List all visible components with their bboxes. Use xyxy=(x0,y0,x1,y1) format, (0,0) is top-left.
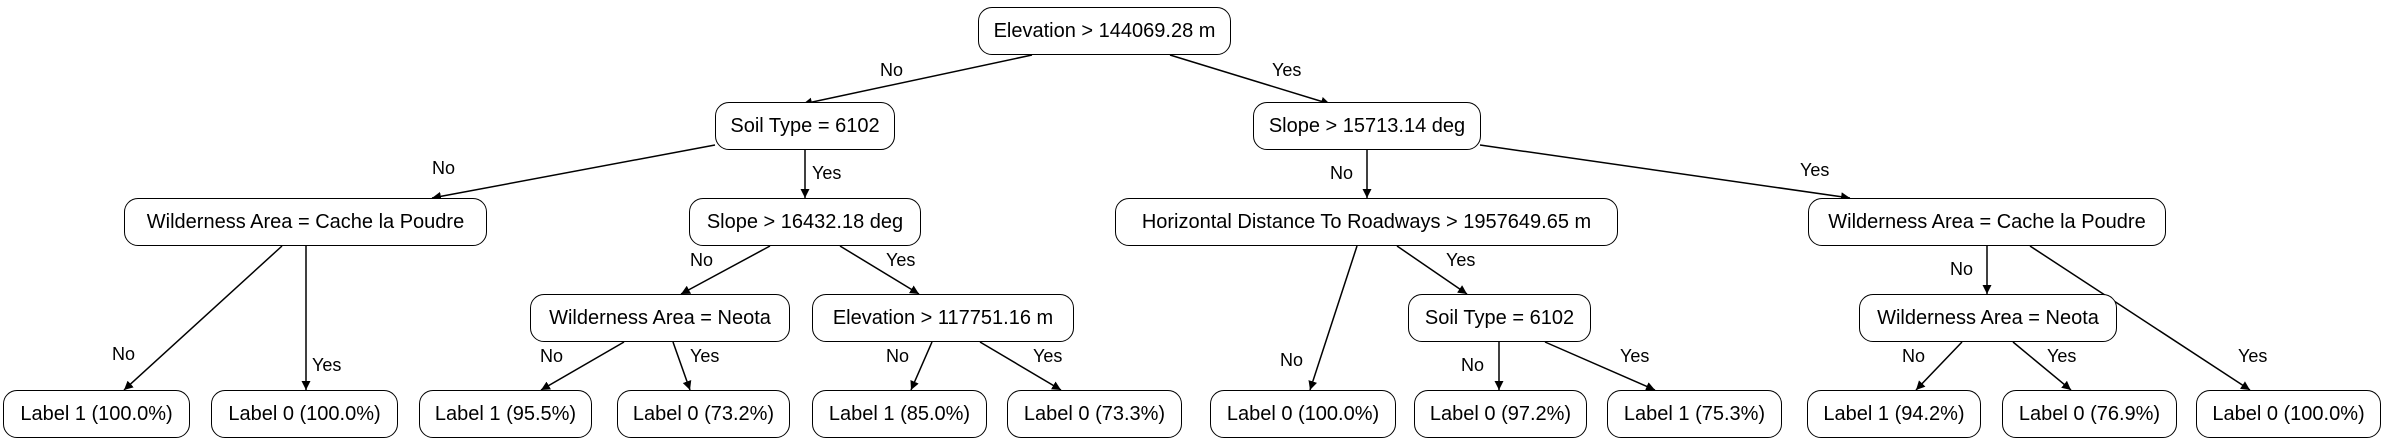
decision-node-root: Elevation > 144069.28 m xyxy=(978,7,1231,55)
edge-label-n5-no: No xyxy=(1280,350,1304,370)
edge-n8-l5 xyxy=(910,341,933,391)
edge-label-n10-no: No xyxy=(1902,346,1926,366)
decision-node-slope: Slope > 16432.18 deg xyxy=(689,198,921,246)
leaf-node: Label 0 (73.2%) xyxy=(617,390,790,438)
leaf-node: Label 0 (100.0%) xyxy=(1210,390,1396,438)
edge-n5-l7 xyxy=(1308,245,1358,391)
edge-n5-n9 xyxy=(1396,245,1468,295)
edge-n3-l1 xyxy=(123,245,283,391)
edge-n9-l9 xyxy=(1544,341,1656,391)
edge-n6-l12 xyxy=(2029,245,2251,391)
decision-node-wilderness-neota: Wilderness Area = Neota xyxy=(530,294,790,342)
edge-label-n4-no: No xyxy=(690,250,714,270)
edge-n7-l4 xyxy=(672,341,692,391)
decision-node-wilderness-area: Wilderness Area = Cache la Poudre xyxy=(1808,198,2166,246)
leaf-node: Label 1 (75.3%) xyxy=(1607,390,1782,438)
edge-label-n2-yes: Yes xyxy=(1800,160,1830,180)
decision-node-soil-type: Soil Type = 6102 xyxy=(715,102,895,150)
edge-n10-l10 xyxy=(1915,341,1963,391)
leaf-node: Label 1 (95.5%) xyxy=(419,390,592,438)
decision-node-soil-type: Soil Type = 6102 xyxy=(1408,294,1591,342)
edge-label-n7-no: No xyxy=(540,346,564,366)
decision-node-slope: Slope > 15713.14 deg xyxy=(1253,102,1481,150)
leaf-node: Label 0 (100.0%) xyxy=(2196,390,2381,438)
edge-n1-n3 xyxy=(431,144,716,201)
edge-n8-l6 xyxy=(979,341,1062,391)
edge-n4-n8 xyxy=(839,245,920,295)
leaf-node: Label 0 (76.9%) xyxy=(2002,390,2177,438)
edge-label-n6-yes: Yes xyxy=(2238,346,2268,366)
edge-n0-n2 xyxy=(1169,54,1331,106)
edge-label-n0-no: No xyxy=(880,60,904,80)
edge-label-n3-yes: Yes xyxy=(312,355,342,375)
decision-node-elevation: Elevation > 117751.16 m xyxy=(812,294,1074,342)
leaf-node: Label 0 (73.3%) xyxy=(1007,390,1182,438)
edge-label-n1-no: No xyxy=(432,158,456,178)
decision-node-wilderness-neota: Wilderness Area = Neota xyxy=(1859,294,2117,342)
edge-label-n8-yes: Yes xyxy=(1033,346,1063,366)
leaf-node: Label 0 (97.2%) xyxy=(1414,390,1587,438)
leaf-node: Label 1 (85.0%) xyxy=(812,390,987,438)
edge-label-n7-yes: Yes xyxy=(690,346,720,366)
edge-label-n6-no: No xyxy=(1950,259,1974,279)
edge-label-n10-yes: Yes xyxy=(2047,346,2077,366)
leaf-node: Label 1 (94.2%) xyxy=(1807,390,1981,438)
decision-node-horizontal-distance: Horizontal Distance To Roadways > 195764… xyxy=(1115,198,1618,246)
edge-label-n5-yes: Yes xyxy=(1446,250,1476,270)
edge-label-n1-yes: Yes xyxy=(812,163,842,183)
decision-node-wilderness-area: Wilderness Area = Cache la Poudre xyxy=(124,198,487,246)
leaf-node: Label 0 (100.0%) xyxy=(211,390,398,438)
edge-label-n2-no: No xyxy=(1330,163,1354,183)
edge-label-n0-yes: Yes xyxy=(1272,60,1302,80)
edge-label-n3-no: No xyxy=(112,344,136,364)
edge-label-n9-yes: Yes xyxy=(1620,346,1650,366)
edge-label-n4-yes: Yes xyxy=(886,250,916,270)
edge-n0-n1 xyxy=(802,54,1033,107)
edge-label-n8-no: No xyxy=(886,346,910,366)
edge-n10-l11 xyxy=(2012,341,2072,391)
edge-n4-n7 xyxy=(680,245,771,295)
edge-n7-l3 xyxy=(540,341,625,391)
edge-n2-n6 xyxy=(1479,144,1851,202)
leaf-node: Label 1 (100.0%) xyxy=(3,390,190,438)
edge-label-n9-no: No xyxy=(1461,355,1485,375)
